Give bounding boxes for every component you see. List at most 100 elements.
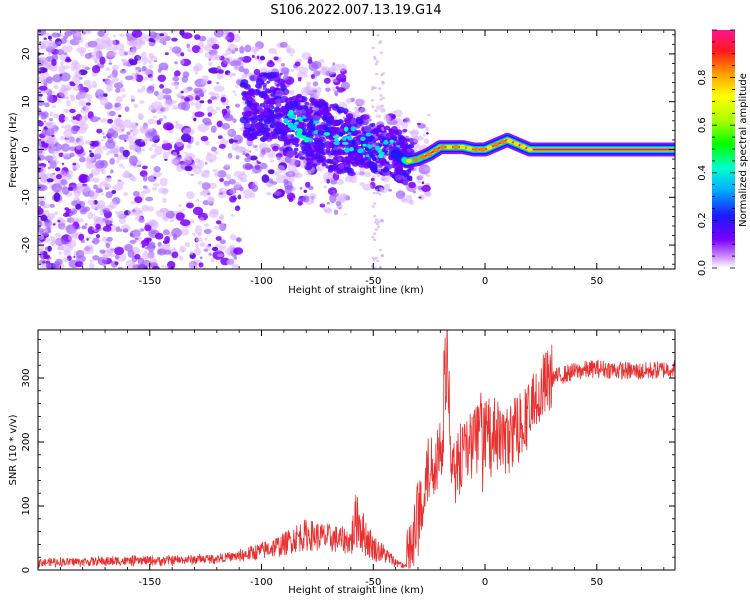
- spectrogram-cell: [60, 136, 65, 141]
- spectrogram-cell: [44, 128, 55, 136]
- spectrogram-cell: [404, 169, 412, 175]
- colorbar-tick-label: 0.6: [697, 117, 708, 133]
- spectrogram-cell: [309, 152, 315, 157]
- spectrogram-cell: [258, 122, 264, 126]
- spectrogram-cell: [109, 248, 115, 253]
- spectrogram-cell: [182, 88, 190, 94]
- spectrogram-cell: [166, 242, 171, 247]
- spectrogram-cell: [250, 116, 259, 124]
- spectrogram-cell: [103, 93, 108, 97]
- spectrogram-cell: [374, 221, 378, 224]
- spectrogram-cell: [210, 125, 217, 133]
- spectrogram-cell: [382, 167, 390, 173]
- spectrogram-cell: [252, 95, 256, 98]
- spectrogram-cell: [124, 139, 127, 142]
- spectrogram-cell: [170, 158, 179, 165]
- spectrogram-cell: [406, 175, 413, 180]
- spectrogram-cell: [312, 89, 316, 91]
- spectrogram-cell: [375, 145, 381, 151]
- spectrogram-cell: [116, 159, 120, 163]
- spectrogram-cell: [373, 202, 377, 205]
- colorbar-ticks: 0.0 0.2 0.4 0.6 0.8: [697, 29, 735, 276]
- spectrogram-cell: [354, 155, 361, 161]
- spectrogram-cell: [38, 184, 48, 192]
- spectrogram-cell: [152, 187, 158, 191]
- spectrogram-cell: [371, 46, 375, 50]
- spectrogram-cell: [302, 118, 307, 122]
- spectrogram-cell: [47, 245, 52, 252]
- spectrogram-cell: [103, 135, 107, 139]
- spectrogram-cell: [348, 154, 355, 160]
- spectrogram-cell: [276, 155, 281, 161]
- spectrogram-cell: [360, 140, 366, 145]
- spectrogram-cell: [215, 220, 222, 225]
- spectrogram-cell: [44, 219, 52, 228]
- spectrogram-cell: [236, 237, 241, 242]
- spectrogram-cell: [101, 138, 105, 142]
- spectrogram-cell: [290, 54, 294, 57]
- spectrogram-cell: [51, 153, 56, 157]
- spectrogram-cell: [233, 139, 238, 143]
- spectrogram-cell: [323, 185, 328, 189]
- spectrogram-y-tick-labels: -20 -10 0 10 20: [21, 48, 32, 254]
- spectrogram-cell: [61, 162, 65, 165]
- spectrogram-cell: [184, 165, 193, 172]
- spectrogram-cell: [107, 128, 115, 138]
- spectrogram-cell: [38, 68, 41, 71]
- spectrogram-cell: [354, 106, 360, 111]
- spectrogram-cell: [94, 148, 103, 156]
- spectrogram-cell: [58, 65, 65, 75]
- spectrogram-cell: [275, 98, 282, 104]
- spectrogram-cell: [372, 257, 376, 261]
- spectrogram-cell: [360, 136, 366, 141]
- spectrogram-cell: [239, 127, 244, 131]
- spectrogram-x-tick-label: -100: [250, 276, 273, 287]
- spectrogram-cell: [249, 74, 258, 82]
- spectrogram-cell: [351, 132, 357, 137]
- spectrogram-cell: [99, 249, 106, 254]
- spectrogram-cell: [90, 168, 101, 176]
- spectrogram-cell: [342, 141, 349, 145]
- spectrogram-cell: [51, 59, 57, 66]
- spectrogram-cell: [167, 260, 176, 269]
- spectrogram-cell: [44, 237, 51, 243]
- spectrogram-cell: [419, 194, 425, 201]
- colorbar-tick-label: 0.8: [697, 70, 708, 86]
- spectrogram-cell: [233, 134, 244, 144]
- spectrogram-cell: [317, 129, 326, 136]
- spectrogram-cell: [306, 158, 314, 164]
- spectrogram-ridge-peak: [432, 147, 439, 153]
- spectrogram-cell: [204, 140, 210, 146]
- spectrogram-cell: [304, 85, 314, 94]
- spectrogram-cell: [38, 47, 41, 51]
- spectrogram-cell: [159, 33, 165, 37]
- spectrogram-cell: [164, 158, 168, 161]
- spectrogram-cell: [249, 155, 258, 161]
- spectrogram-cell: [325, 87, 331, 92]
- spectrogram-cell: [244, 100, 251, 105]
- spectrogram-cell: [224, 36, 231, 40]
- spectrogram-cell: [141, 239, 150, 246]
- spectrogram-cell: [147, 118, 156, 125]
- spectrogram-cell: [114, 82, 124, 89]
- spectrogram-cell: [215, 107, 221, 110]
- spectrogram-cell: [373, 238, 377, 242]
- spectrogram-cell: [107, 118, 113, 124]
- spectrogram-cell: [137, 88, 144, 93]
- spectrogram-cell: [379, 40, 383, 43]
- spectrogram-cell: [127, 249, 135, 258]
- spectrogram-cell: [190, 101, 195, 106]
- spectrogram-cell: [89, 152, 95, 158]
- spectrogram-cell: [38, 168, 41, 173]
- spectrogram-cell: [233, 65, 240, 71]
- spectrogram-cell: [148, 37, 155, 43]
- spectrogram-cell: [341, 81, 350, 90]
- snr-series-line: [38, 330, 675, 569]
- spectrogram-cell: [229, 234, 237, 241]
- spectrogram-cell: [194, 71, 199, 75]
- spectrogram-cell: [162, 197, 167, 203]
- spectrogram-cell: [79, 49, 85, 57]
- spectrogram-cell: [223, 57, 231, 65]
- spectrogram-cell: [318, 147, 323, 151]
- spectrogram-cell: [94, 59, 97, 64]
